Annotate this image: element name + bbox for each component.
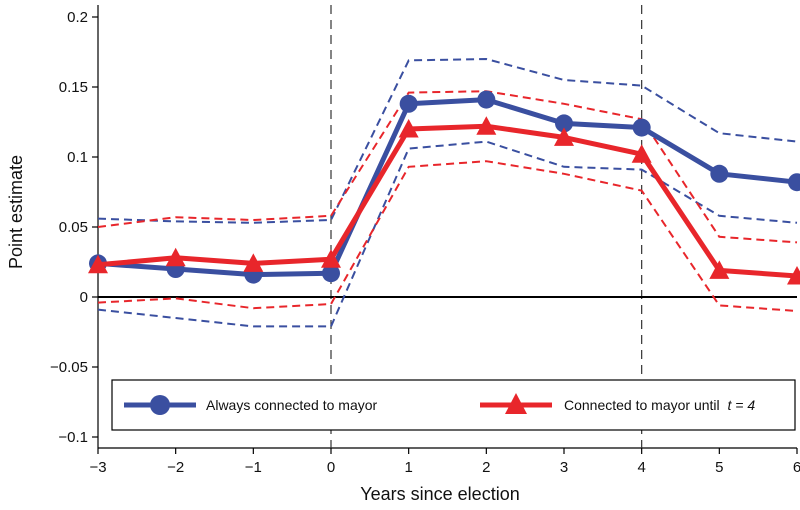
x-tick-label: 1 [404, 459, 412, 476]
data-point-circle [710, 164, 729, 183]
x-tick-label: 5 [715, 459, 723, 476]
series-line-0 [97, 97, 798, 278]
y-tick-label: −0.05 [50, 359, 88, 376]
y-tick-label: 0 [80, 289, 88, 306]
data-point-triangle [787, 266, 800, 285]
series-line-1 [97, 123, 798, 279]
data-point-circle [555, 114, 573, 133]
x-tick-label: 6 [793, 459, 800, 476]
y-tick-label: 0.15 [59, 79, 88, 96]
ci-lower-line-series-1 [97, 160, 798, 312]
data-point-triangle [709, 260, 730, 279]
data-point-circle [632, 118, 651, 137]
x-tick-label: 0 [327, 459, 335, 476]
reference-lines [98, 5, 797, 448]
x-axis-ticks: −3 −2 −1 0 1 2 3 4 5 6 [89, 448, 800, 476]
legend-swatch-circle-marker [150, 395, 170, 415]
x-tick-label: 3 [560, 459, 568, 476]
x-tick-label: −1 [245, 459, 262, 476]
legend-label-connected-until-prefix: Connected to mayor until [564, 397, 720, 413]
legend-entry-connected-until-t4: Connected to mayor until t = 4 [480, 393, 755, 414]
legend-swatch-triangle-marker [505, 393, 527, 414]
series-0 [89, 90, 800, 284]
y-tick-label: −0.1 [58, 429, 88, 446]
data-point-circle [477, 90, 496, 109]
y-axis-title: Point estimate [6, 155, 26, 269]
ci-lower-line-series-0 [97, 140, 798, 328]
confidence-bands [97, 57, 798, 328]
y-tick-label: 0.05 [59, 219, 88, 236]
data-point-triangle [321, 249, 341, 268]
legend: Always connected to mayor Connected to m… [111, 379, 796, 431]
data-point-triangle [165, 247, 186, 267]
series-lines [88, 90, 800, 285]
data-point-circle [399, 94, 418, 113]
y-tick-label: 0.1 [67, 149, 88, 166]
y-axis-ticks: 0.2 0.15 0.1 0.05 0 −0.05 −0.1 [50, 9, 98, 446]
ci-upper-line-series-0 [97, 57, 798, 224]
legend-label-connected-until-math: t = 4 [728, 397, 756, 413]
data-point-triangle [398, 119, 419, 138]
data-point-triangle [88, 254, 108, 274]
legend-label-always-connected: Always connected to mayor [206, 397, 378, 413]
x-axis-title: Years since election [360, 484, 519, 504]
x-tick-label: 2 [482, 459, 490, 476]
x-tick-label: −3 [89, 459, 106, 476]
series-1 [88, 116, 800, 285]
data-point-triangle [243, 253, 264, 272]
ci-upper-line-series-1 [97, 90, 798, 244]
data-point-circle [788, 173, 800, 192]
y-tick-label: 0.2 [67, 9, 88, 26]
x-tick-label: 4 [637, 459, 645, 476]
x-tick-label: −2 [167, 459, 184, 476]
data-point-triangle [554, 127, 574, 146]
legend-label-connected-until: Connected to mayor until t = 4 [564, 397, 755, 413]
data-point-triangle [631, 144, 652, 163]
legend-box [111, 379, 796, 431]
data-point-circle [322, 264, 340, 283]
data-point-triangle [476, 116, 497, 135]
legend-entry-always-connected: Always connected to mayor [124, 395, 378, 415]
